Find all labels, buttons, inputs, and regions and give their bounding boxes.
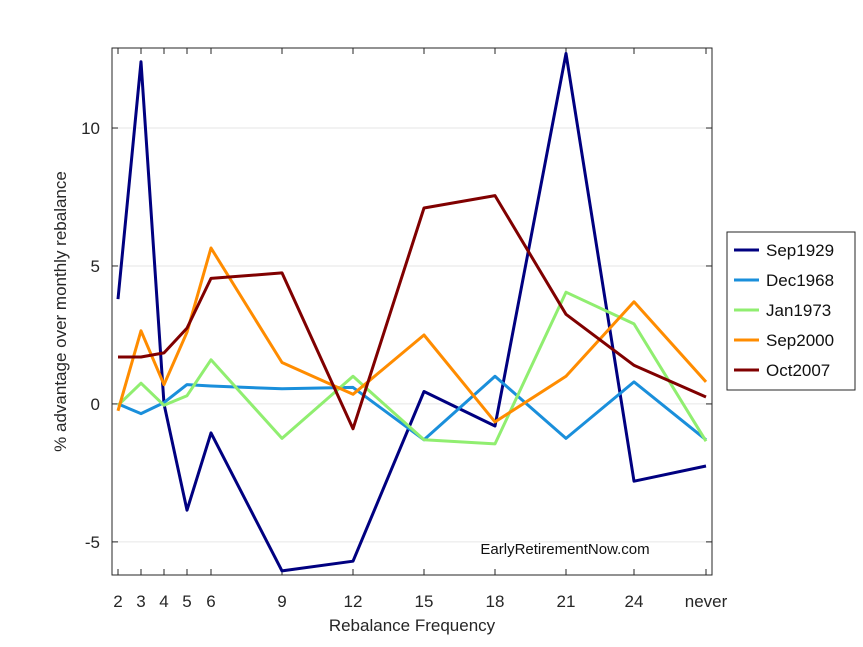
y-tick-label: 10 [81, 119, 100, 138]
x-tick-label: 4 [159, 592, 168, 611]
x-tick-label: 5 [182, 592, 191, 611]
x-tick-label: 9 [277, 592, 286, 611]
x-tick-label: 18 [486, 592, 505, 611]
series-line-jan1973 [116, 290, 708, 446]
data-series [116, 52, 708, 573]
series-line-dec1968 [117, 374, 707, 442]
y-tick-label: 5 [91, 257, 100, 276]
series-line-oct2007 [118, 194, 707, 431]
x-tick-label: 24 [625, 592, 644, 611]
series-line-sep2000 [116, 246, 708, 424]
x-tick-label: 15 [415, 592, 434, 611]
legend: Sep1929 Dec1968 Jan1973 Sep2000 Oct2007 [726, 231, 856, 391]
legend-label: Sep2000 [766, 331, 834, 350]
legend-label: Jan1973 [766, 301, 831, 320]
x-tick-label: 6 [206, 592, 215, 611]
y-tick-label: 0 [91, 395, 100, 414]
x-tick-label: 2 [113, 592, 122, 611]
gridlines [112, 127, 712, 543]
watermark-annotation: EarlyRetirementNow.com [480, 541, 649, 558]
y-tick-label: -5 [85, 533, 100, 552]
x-tick-label: 21 [557, 592, 576, 611]
x-tick-label: never [685, 592, 728, 611]
legend-label: Sep1929 [766, 241, 834, 260]
y-axis-label: % advantage over monthly rebalance [51, 171, 70, 452]
plot-area-frame [111, 47, 713, 576]
legend-label: Oct2007 [766, 361, 830, 380]
x-tick-label: 12 [344, 592, 363, 611]
legend-label: Dec1968 [766, 271, 834, 290]
series-line-sep1929 [116, 52, 707, 573]
x-axis-label: Rebalance Frequency [329, 616, 496, 635]
x-tick-label: 3 [136, 592, 145, 611]
